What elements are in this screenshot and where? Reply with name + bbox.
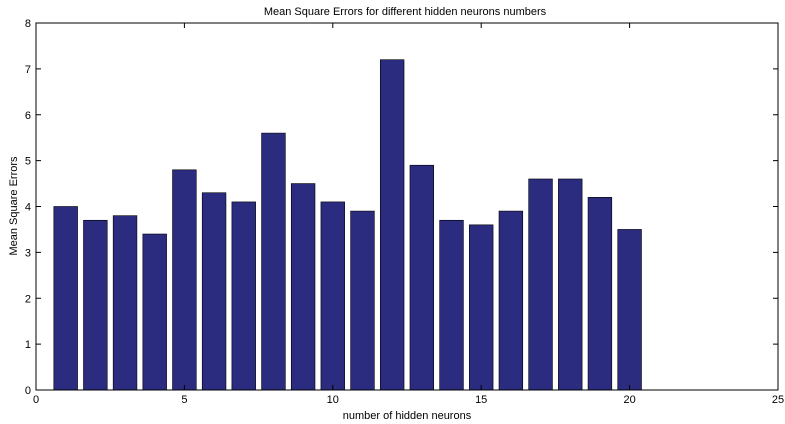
y-tick-label: 3 (25, 247, 31, 259)
bar-8 (261, 132, 286, 391)
bar-20 (617, 229, 642, 391)
y-tick-label: 1 (25, 339, 31, 351)
bar-17 (528, 178, 553, 391)
bar-11 (350, 210, 375, 391)
bar-18 (558, 178, 583, 391)
bar-13 (409, 164, 435, 391)
bar-3 (112, 215, 138, 391)
bar-1 (53, 206, 78, 391)
y-tick-label: 7 (25, 64, 31, 76)
bar-14 (439, 219, 464, 391)
bar-2 (83, 219, 108, 391)
bar-9 (290, 183, 316, 391)
x-tick-label: 25 (772, 394, 784, 406)
y-axis-ticks: 0 1 2 3 4 5 6 7 8 (25, 18, 778, 397)
x-tick-label: 0 (33, 394, 39, 406)
bar-15 (469, 224, 494, 391)
bar-12 (379, 59, 405, 391)
y-tick-label: 8 (25, 18, 31, 30)
y-tick-label: 0 (25, 385, 31, 397)
y-tick-label: 2 (25, 293, 31, 305)
y-tick-label: 5 (25, 156, 31, 168)
bar-19 (587, 197, 613, 391)
chart-title: Mean Square Errors for different hidden … (264, 6, 547, 18)
x-axis-ticks: 0 5 10 15 20 25 (33, 23, 784, 406)
y-tick-label: 6 (25, 110, 31, 122)
bar-6 (201, 192, 227, 391)
bar-10 (320, 201, 345, 391)
x-tick-label: 10 (327, 394, 339, 406)
bars-group (53, 59, 642, 391)
x-tick-label: 5 (181, 394, 187, 406)
y-tick-label: 4 (25, 202, 31, 214)
bar-4 (142, 233, 167, 391)
x-tick-label: 20 (623, 394, 635, 406)
bar-5 (172, 169, 197, 391)
bar-7 (231, 201, 256, 391)
x-axis-label: number of hidden neurons (343, 410, 472, 422)
bar-16 (498, 210, 524, 391)
y-axis-label: Mean Square Errors (8, 156, 20, 256)
x-tick-label: 15 (475, 394, 487, 406)
